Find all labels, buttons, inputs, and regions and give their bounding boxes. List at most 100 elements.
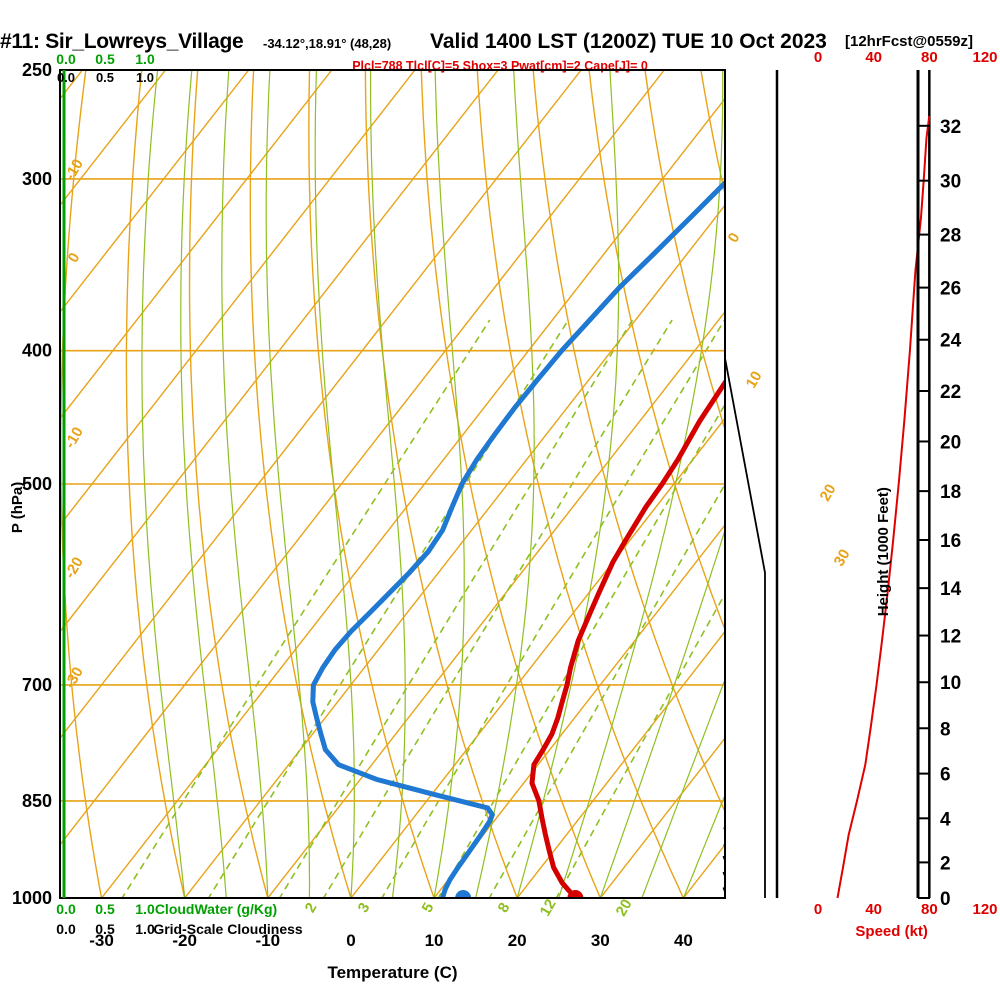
speed-tick-label-bottom: 0 [814, 901, 822, 918]
moist-adiabat-line [180, 70, 227, 898]
wind-barb-shaft [734, 641, 777, 671]
wind-barb [723, 825, 736, 838]
mixing-ratio-line [322, 319, 673, 898]
wind-barb-shaft [737, 421, 777, 454]
moist-adiabat-line [682, 793, 725, 898]
isotherm-line [599, 737, 725, 898]
wind-barb-full [737, 286, 746, 297]
isotherm-line [60, 70, 250, 314]
height-tick-label: 16 [940, 531, 961, 552]
speed-tick-label-bottom: 120 [972, 901, 997, 918]
pressure-tick-label: 850 [22, 791, 52, 811]
wind-barb [735, 179, 777, 212]
wind-barb-full [726, 659, 734, 670]
temperature-tick-label: -10 [256, 931, 281, 950]
mixing-ratio-line [278, 319, 634, 898]
dry-adiabat-line [644, 70, 725, 432]
wind-barb-shaft [728, 851, 777, 869]
wind-barb-full [724, 778, 725, 781]
pressure-tick-label: 1000 [12, 888, 52, 908]
pressure-tick-label: 250 [22, 60, 52, 80]
dry-adiabat-line [973, 46, 1000, 613]
cloudwater-tick-label-top: 0.0 [56, 51, 76, 67]
wind-barb-shaft [732, 746, 777, 772]
wind-barb [735, 217, 777, 250]
wind-barb-full [737, 194, 746, 205]
dry-adiabat-line [752, 46, 1000, 836]
cloudwater-tick-label-bottom: 0.0 [56, 901, 76, 917]
cloudiness-tick-label-bottom: 1.0 [135, 921, 155, 937]
surface-temperature-dot [567, 890, 584, 898]
height-tick-label: 2 [940, 853, 951, 874]
cloudiness-axis-label: Grid-Scale Cloudiness [153, 921, 303, 937]
moist-adiabat-line [516, 70, 620, 898]
mixing-ratio-line [121, 319, 491, 898]
dry-adiabat-line [532, 70, 725, 814]
dry-adiabat-line [188, 70, 269, 898]
speed-tick-label-top: 80 [921, 49, 938, 66]
wind-barb-full [724, 719, 725, 722]
dry-adiabat-line [808, 46, 1000, 780]
cloudiness-tick-label-bottom: 0.5 [95, 921, 115, 937]
moist-adiabat-line [475, 70, 535, 898]
station-coordinates: -34.12°,18.91° (48,28) [263, 36, 392, 51]
wind-barb-full [730, 825, 736, 838]
wind-barb-full [744, 647, 752, 658]
wind-barb-full [737, 142, 746, 153]
speed-tick-label-top: 40 [865, 49, 882, 66]
wind-barb-shaft [732, 726, 777, 752]
wind-barb-full [737, 366, 746, 377]
temperature-tick-label: -30 [89, 931, 114, 950]
moist-adiabat-line [141, 70, 186, 898]
wind-barb-full [731, 695, 738, 707]
temperature-tick-label: 20 [508, 931, 527, 950]
mixing-ratio-line [437, 402, 725, 898]
moist-adiabat-line [370, 70, 406, 898]
wind-barb [726, 593, 777, 623]
speed-tick-label-top: 0 [814, 49, 822, 66]
wind-barb-shaft [732, 783, 777, 809]
cloudwater-tick-label-bottom: 0.5 [95, 901, 115, 917]
cloudwater-tick-label-top: 0.5 [95, 51, 115, 67]
moist-adiabat-line [641, 677, 725, 898]
height-tick-label: 24 [940, 331, 962, 352]
wind-barb [734, 541, 777, 571]
cloudwater-axis-label: CloudWater (g/Kg) [155, 901, 277, 917]
moist-adiabat-line [433, 70, 465, 898]
wind-barb-full [731, 716, 738, 728]
wind-barb-shaft [734, 541, 777, 571]
isotherm-line [433, 523, 725, 898]
pressure-tick-label: 300 [22, 169, 52, 189]
isotherm-label-right: 30 [831, 546, 854, 569]
wind-barb-full [723, 903, 728, 916]
moist-adiabat-line [599, 528, 725, 898]
wind-barb [735, 271, 777, 304]
wind-barb-full [726, 611, 734, 622]
wind-barb-half [747, 736, 751, 742]
mixing-ratio-line [555, 592, 725, 898]
wind-barb-full [737, 692, 744, 704]
wind-barb-full [732, 655, 740, 666]
wind-barb-shaft [728, 883, 777, 901]
isotherm-line [60, 70, 333, 420]
dry-adiabat-line [420, 70, 602, 898]
wind-barb-full [731, 737, 738, 749]
wind-barb-full [731, 775, 738, 787]
wind-barb-full [724, 814, 725, 817]
mixing-ratio-label: 5 [419, 900, 438, 916]
wind-barb-full [738, 603, 746, 614]
wind-barb-full [743, 137, 752, 148]
wind-barb-flag [735, 196, 744, 213]
wind-barb-half [753, 649, 757, 655]
wind-barb-full [724, 698, 725, 701]
height-tick-label: 32 [940, 117, 961, 138]
moist-adiabat-line [558, 70, 724, 898]
moist-adiabat-line [221, 70, 269, 898]
plot-frame [59, 69, 726, 899]
wind-barb [722, 871, 725, 879]
speed-axis-label: Speed (kt) [855, 923, 928, 940]
wind-barb-full [731, 811, 738, 823]
cloudiness-tick-label-top: 1.0 [136, 70, 154, 85]
mixing-ratio-line [380, 319, 725, 898]
dry-adiabat-line [249, 70, 352, 898]
